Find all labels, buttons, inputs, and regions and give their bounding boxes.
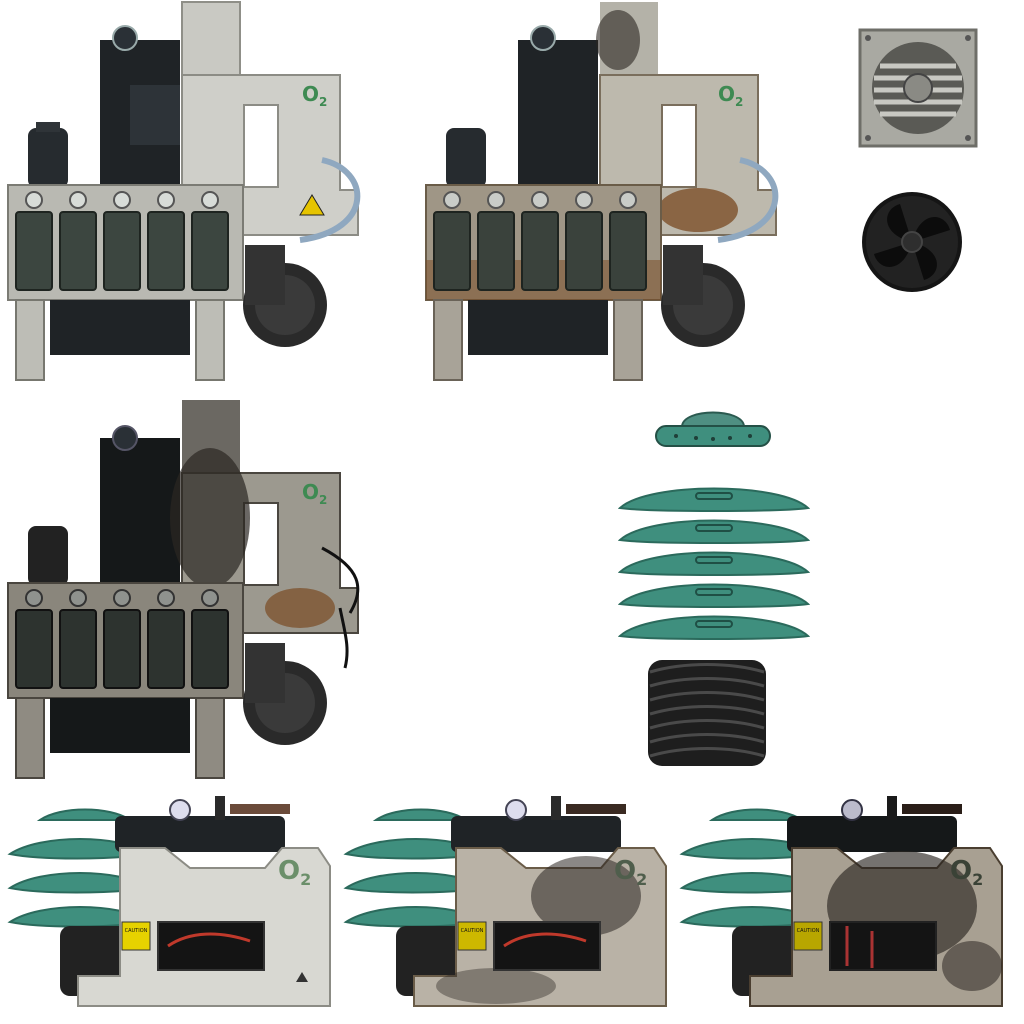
compact-generator-dirty: O2 CAUTION	[336, 796, 676, 1024]
caution-label: CAUTION	[124, 928, 148, 934]
coiled-hose	[644, 654, 770, 770]
compact-generator-clean: O2 CAUTION	[0, 796, 340, 1024]
o2-label: O2	[302, 480, 328, 507]
oxygen-generator-broken: O2	[0, 398, 380, 788]
oxygen-generator-clean: O2	[0, 0, 380, 390]
caution-label: CAUTION	[796, 928, 820, 934]
compact-generator-damaged: O2 CAUTION	[672, 796, 1012, 1024]
caution-label: CAUTION	[460, 928, 484, 934]
o2-label: O2	[950, 856, 984, 890]
o2-label: O2	[278, 856, 312, 890]
o2-label: O2	[718, 82, 744, 109]
o2-label: O2	[302, 82, 328, 109]
teal-dome-cap	[652, 402, 774, 450]
fan-rotor	[860, 190, 964, 294]
vent-grille	[858, 28, 978, 148]
o2-label: O2	[614, 856, 648, 890]
oxygen-generator-rusted: O2	[418, 0, 798, 390]
teal-fin-stack	[618, 478, 810, 644]
